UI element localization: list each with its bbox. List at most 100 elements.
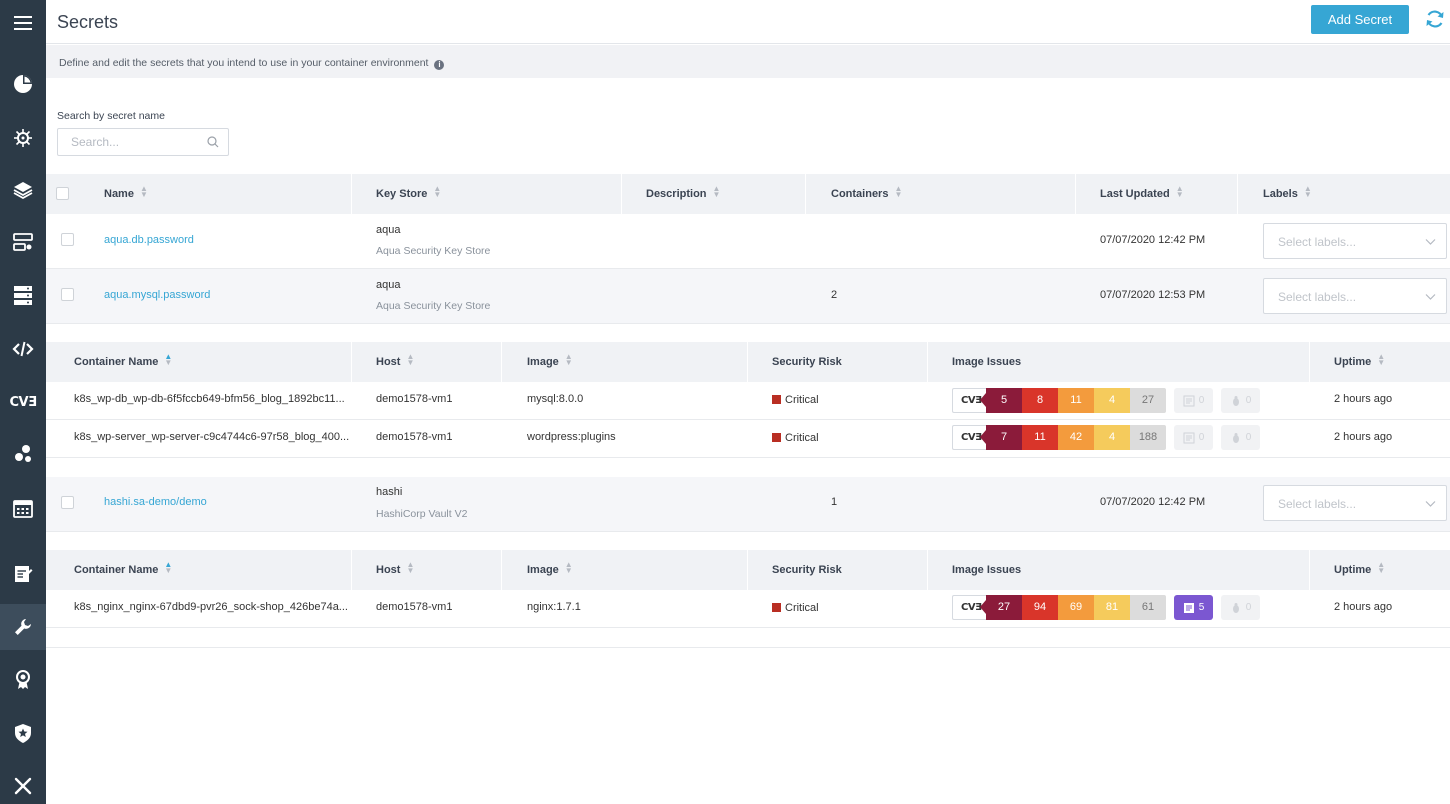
description-bar: Define and edit the secrets that you int… bbox=[46, 45, 1450, 78]
sidebar-item-infrastructure[interactable] bbox=[0, 272, 46, 318]
column-header-host[interactable]: Host ▲ ▼ bbox=[376, 560, 415, 577]
column-header-last-updated[interactable]: Last Updated ▲ ▼ bbox=[1100, 184, 1184, 201]
security-risk: Critical bbox=[772, 432, 819, 444]
column-header-key-store[interactable]: Key Store ▲ ▼ bbox=[376, 184, 442, 201]
sort-icon[interactable]: ▲ ▼ bbox=[564, 560, 573, 575]
select-all-checkbox[interactable] bbox=[56, 187, 69, 200]
menu-icon bbox=[14, 16, 32, 30]
sort-icon[interactable]: ▲ ▼ bbox=[894, 184, 903, 199]
security-risk: Critical bbox=[772, 602, 819, 614]
sort-icon[interactable]: ▲ ▼ bbox=[1303, 184, 1312, 199]
image-issues[interactable]: CVƎ 27 94 69 81 61 5 0 bbox=[952, 595, 1260, 620]
image-issues[interactable]: CVƎ 7 11 42 4 188 0 0 bbox=[952, 425, 1260, 450]
container-image: nginx:1.7.1 bbox=[527, 601, 581, 613]
search-input[interactable] bbox=[58, 129, 203, 155]
secret-row[interactable]: hashi.sa-demo/demo hashi HashiCorp Vault… bbox=[46, 477, 1450, 532]
image-issues[interactable]: CVƎ 5 8 11 4 27 0 0 bbox=[952, 388, 1260, 413]
negligible-count[interactable]: 188 bbox=[1130, 425, 1166, 450]
sidebar-item-images[interactable] bbox=[0, 167, 46, 213]
column-header-containers[interactable]: Containers ▲ ▼ bbox=[831, 184, 903, 201]
sort-icon[interactable]: ▲ ▼ bbox=[1377, 560, 1386, 575]
keystore-type: Aqua Security Key Store bbox=[376, 300, 491, 312]
column-header-image[interactable]: Image ▲ ▼ bbox=[527, 560, 573, 577]
column-header-image-issues: Image Issues bbox=[952, 356, 1022, 368]
sidebar-item-compliance[interactable] bbox=[0, 657, 46, 703]
row-checkbox[interactable] bbox=[61, 288, 74, 301]
sort-icon[interactable]: ▲ ▼ bbox=[139, 184, 148, 199]
malware-badge[interactable]: 5 bbox=[1174, 595, 1213, 620]
sort-icon[interactable]: ▲ ▼ bbox=[564, 352, 573, 367]
column-header-description[interactable]: Description ▲ ▼ bbox=[646, 184, 721, 201]
sensitive-data-badge[interactable]: 0 bbox=[1221, 388, 1260, 413]
negligible-count[interactable]: 61 bbox=[1130, 595, 1166, 620]
sort-icon[interactable]: ▲ ▼ bbox=[406, 560, 415, 575]
secret-name-link[interactable]: aqua.mysql.password bbox=[104, 289, 211, 301]
high-count[interactable]: 11 bbox=[1022, 425, 1058, 450]
column-header-uptime[interactable]: Uptime ▲ ▼ bbox=[1334, 352, 1386, 369]
column-header-labels[interactable]: Labels ▲ ▼ bbox=[1263, 184, 1312, 201]
sidebar-item-policies[interactable] bbox=[0, 710, 46, 756]
high-count[interactable]: 8 bbox=[1022, 388, 1058, 413]
container-row[interactable]: k8s_wp-server_wp-server-c9c4744c6-97r58_… bbox=[46, 420, 1450, 458]
low-count[interactable]: 81 bbox=[1094, 595, 1130, 620]
low-count[interactable]: 4 bbox=[1094, 388, 1130, 413]
refresh-icon[interactable] bbox=[1424, 8, 1446, 30]
labels-select[interactable]: Select labels... bbox=[1263, 485, 1447, 521]
sidebar-item-kubernetes[interactable] bbox=[0, 115, 46, 161]
secret-name-link[interactable]: aqua.db.password bbox=[104, 234, 194, 246]
critical-count[interactable]: 5 bbox=[980, 388, 1022, 413]
sort-icon[interactable]: ▲ ▼ bbox=[433, 184, 442, 199]
container-row[interactable]: k8s_nginx_nginx-67dbd9-pvr26_sock-shop_4… bbox=[46, 590, 1450, 628]
critical-count[interactable]: 27 bbox=[980, 595, 1022, 620]
column-header-security-risk: Security Risk bbox=[772, 564, 842, 576]
security-risk: Critical bbox=[772, 394, 819, 406]
sidebar-item-workloads[interactable] bbox=[0, 219, 46, 265]
column-header-uptime[interactable]: Uptime ▲ ▼ bbox=[1334, 560, 1386, 577]
sort-icon[interactable]: ▲ ▼ bbox=[164, 560, 173, 575]
sidebar-item-audit[interactable] bbox=[0, 551, 46, 597]
sort-icon[interactable]: ▲ ▼ bbox=[1175, 184, 1184, 199]
medium-count[interactable]: 42 bbox=[1058, 425, 1094, 450]
sidebar-item-functions[interactable] bbox=[0, 326, 46, 372]
medium-count[interactable]: 11 bbox=[1058, 388, 1094, 413]
high-count[interactable]: 94 bbox=[1022, 595, 1058, 620]
sidebar-item-secrets[interactable] bbox=[0, 604, 46, 650]
sort-icon[interactable]: ▲ ▼ bbox=[164, 352, 173, 367]
sidebar-item-dashboard[interactable] bbox=[0, 61, 46, 107]
sort-icon[interactable]: ▲ ▼ bbox=[712, 184, 721, 199]
malware-badge[interactable]: 0 bbox=[1174, 425, 1213, 450]
malware-badge[interactable]: 0 bbox=[1174, 388, 1213, 413]
row-checkbox[interactable] bbox=[61, 496, 74, 509]
info-icon[interactable]: i bbox=[434, 60, 445, 70]
secret-row[interactable]: aqua.mysql.password aqua Aqua Security K… bbox=[46, 269, 1450, 324]
labels-select[interactable]: Select labels... bbox=[1263, 278, 1447, 314]
column-header-host[interactable]: Host ▲ ▼ bbox=[376, 352, 415, 369]
sidebar-item-services[interactable] bbox=[0, 431, 46, 477]
menu-button[interactable] bbox=[0, 0, 46, 46]
bug-icon bbox=[1232, 432, 1239, 443]
sort-icon[interactable]: ▲ ▼ bbox=[406, 352, 415, 367]
secret-name-link[interactable]: hashi.sa-demo/demo bbox=[104, 496, 207, 508]
column-header-image[interactable]: Image ▲ ▼ bbox=[527, 352, 573, 369]
secret-row[interactable]: aqua.db.password aqua Aqua Security Key … bbox=[46, 214, 1450, 269]
row-checkbox[interactable] bbox=[61, 233, 74, 246]
column-header-container-name[interactable]: Container Name ▲ ▼ bbox=[74, 560, 173, 577]
labels-select[interactable]: Select labels... bbox=[1263, 223, 1447, 259]
column-header-name[interactable]: Name ▲ ▼ bbox=[104, 184, 148, 201]
sort-icon[interactable]: ▲ ▼ bbox=[1377, 352, 1386, 367]
negligible-count[interactable]: 27 bbox=[1130, 388, 1166, 413]
containers-count: 1 bbox=[831, 496, 838, 508]
sensitive-data-badge[interactable]: 0 bbox=[1221, 595, 1260, 620]
cve-icon: CVƎ bbox=[9, 394, 37, 410]
critical-count[interactable]: 7 bbox=[980, 425, 1022, 450]
sidebar-item-schedules[interactable] bbox=[0, 485, 46, 531]
sidebar-item-settings[interactable] bbox=[0, 763, 46, 804]
sidebar-item-vulnerabilities[interactable]: CVƎ bbox=[0, 379, 46, 425]
container-row[interactable]: k8s_wp-db_wp-db-6f5fccb649-bfm56_blog_18… bbox=[46, 382, 1450, 420]
column-header-container-name[interactable]: Container Name ▲ ▼ bbox=[74, 352, 173, 369]
medium-count[interactable]: 69 bbox=[1058, 595, 1094, 620]
low-count[interactable]: 4 bbox=[1094, 425, 1130, 450]
add-secret-button[interactable]: Add Secret bbox=[1311, 5, 1409, 34]
sensitive-data-badge[interactable]: 0 bbox=[1221, 425, 1260, 450]
